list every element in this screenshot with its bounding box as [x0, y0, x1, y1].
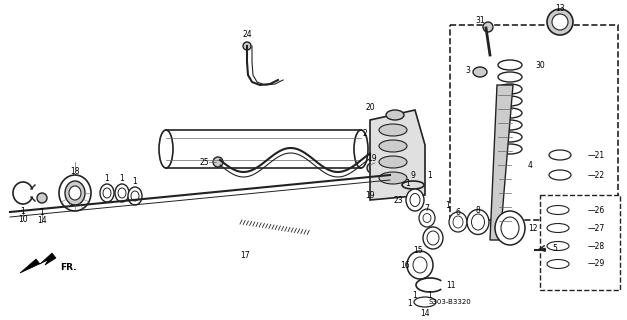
Ellipse shape: [100, 184, 114, 202]
Text: 1: 1: [120, 173, 124, 182]
Text: 25: 25: [199, 157, 209, 166]
Text: 12: 12: [528, 223, 537, 233]
Text: 3: 3: [465, 66, 470, 75]
Text: 17: 17: [240, 252, 250, 260]
Ellipse shape: [495, 211, 525, 245]
Text: 1: 1: [406, 179, 411, 188]
Text: 1: 1: [21, 206, 25, 215]
Ellipse shape: [379, 156, 407, 168]
Ellipse shape: [413, 257, 427, 273]
Ellipse shape: [427, 231, 439, 245]
Ellipse shape: [501, 217, 519, 239]
Text: 18: 18: [70, 166, 80, 175]
Ellipse shape: [453, 216, 463, 228]
Ellipse shape: [449, 212, 467, 232]
Text: 1: 1: [428, 292, 433, 300]
Text: 5: 5: [552, 244, 557, 252]
Text: 24: 24: [242, 29, 252, 38]
Text: 13: 13: [555, 4, 565, 12]
Text: —26: —26: [588, 205, 605, 214]
Ellipse shape: [472, 214, 485, 230]
Text: 2: 2: [362, 129, 367, 138]
Ellipse shape: [386, 110, 404, 120]
Ellipse shape: [423, 227, 443, 249]
Text: 7: 7: [424, 204, 429, 212]
Circle shape: [552, 14, 568, 30]
Text: 1: 1: [40, 207, 45, 217]
Ellipse shape: [379, 140, 407, 152]
Ellipse shape: [159, 130, 173, 168]
Text: —29: —29: [588, 260, 605, 268]
Circle shape: [243, 42, 251, 50]
Polygon shape: [490, 85, 513, 240]
Ellipse shape: [354, 130, 368, 168]
Ellipse shape: [549, 150, 571, 160]
Ellipse shape: [547, 260, 569, 268]
Text: 19: 19: [367, 154, 377, 163]
Text: 20: 20: [365, 102, 375, 111]
Ellipse shape: [547, 205, 569, 214]
Text: 15: 15: [413, 245, 423, 254]
Ellipse shape: [410, 194, 420, 206]
FancyBboxPatch shape: [540, 195, 620, 290]
FancyBboxPatch shape: [450, 25, 618, 220]
Ellipse shape: [379, 124, 407, 136]
Ellipse shape: [549, 170, 571, 180]
Text: 14: 14: [420, 309, 430, 318]
Text: 14: 14: [37, 215, 47, 225]
Ellipse shape: [407, 251, 433, 279]
Text: 16: 16: [400, 260, 410, 269]
Polygon shape: [370, 110, 425, 200]
Ellipse shape: [547, 242, 569, 251]
Ellipse shape: [115, 184, 129, 202]
Circle shape: [547, 9, 573, 35]
Ellipse shape: [467, 210, 489, 235]
Ellipse shape: [65, 181, 85, 205]
Ellipse shape: [131, 191, 139, 201]
Circle shape: [37, 193, 47, 203]
Ellipse shape: [59, 175, 91, 211]
Text: 1: 1: [428, 171, 433, 180]
Text: —28: —28: [588, 242, 605, 251]
Text: 1: 1: [408, 299, 413, 308]
Ellipse shape: [118, 188, 126, 198]
Ellipse shape: [547, 223, 569, 233]
Text: 8: 8: [476, 205, 480, 214]
Text: 10: 10: [18, 214, 28, 223]
Text: 6: 6: [456, 207, 460, 217]
Text: —27: —27: [588, 223, 605, 233]
Ellipse shape: [379, 172, 407, 184]
Text: 23: 23: [393, 196, 403, 204]
Text: 4: 4: [527, 161, 532, 170]
Text: S303-B3320: S303-B3320: [429, 299, 472, 305]
Ellipse shape: [473, 67, 487, 77]
Text: 30: 30: [535, 60, 545, 69]
Text: 1: 1: [133, 177, 137, 186]
Ellipse shape: [406, 189, 424, 211]
Text: —21: —21: [588, 150, 605, 159]
Text: 1: 1: [105, 173, 109, 182]
Text: 19: 19: [366, 190, 375, 199]
Ellipse shape: [419, 209, 435, 227]
Circle shape: [483, 22, 493, 32]
Text: 31: 31: [475, 15, 485, 25]
Text: —22: —22: [588, 171, 605, 180]
Text: 1: 1: [446, 201, 450, 210]
Circle shape: [367, 163, 377, 173]
Text: 1: 1: [413, 292, 418, 300]
Text: FR.: FR.: [60, 263, 76, 273]
Circle shape: [213, 157, 223, 167]
Ellipse shape: [103, 188, 111, 198]
Ellipse shape: [423, 213, 431, 222]
Ellipse shape: [69, 186, 81, 200]
Text: 9: 9: [411, 171, 416, 180]
Ellipse shape: [128, 187, 142, 205]
Polygon shape: [20, 253, 56, 273]
Text: 11: 11: [446, 281, 456, 290]
